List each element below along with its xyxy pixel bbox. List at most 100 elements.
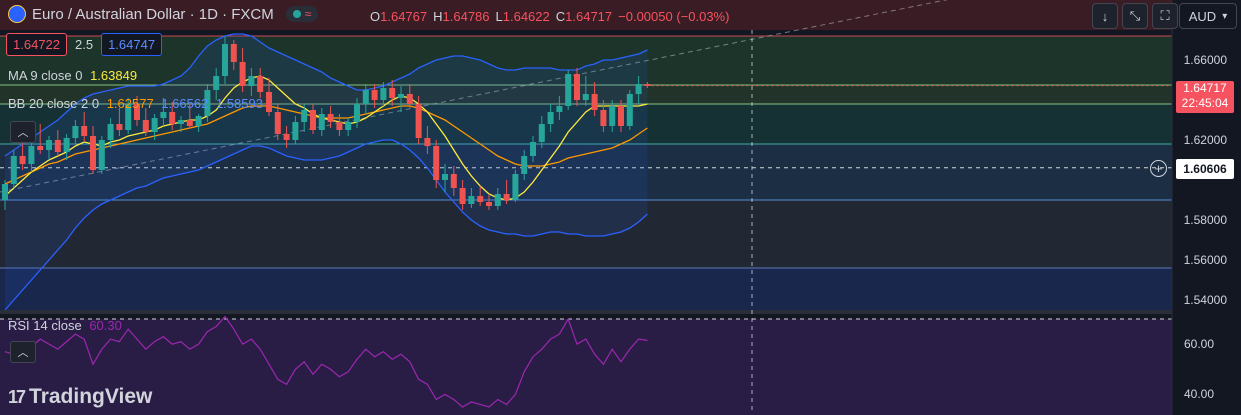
- candle-body: [565, 74, 572, 106]
- ohlc-key: H: [433, 9, 443, 24]
- candle-body: [635, 84, 642, 94]
- candle-body: [494, 194, 501, 206]
- ohlc-value: 1.64717: [565, 9, 613, 24]
- candle-body: [204, 90, 211, 116]
- candle-body: [134, 104, 140, 120]
- market-status-badge[interactable]: ≈: [285, 6, 319, 22]
- symbol-title[interactable]: Euro / Australian Dollar · 1D · FXCM: [32, 5, 274, 23]
- candle-body: [160, 112, 167, 118]
- candle-body: [222, 44, 228, 76]
- candle-body: [415, 104, 422, 138]
- candle-body: [336, 122, 343, 130]
- header-band: [0, 0, 1172, 30]
- candle-body: [248, 76, 255, 86]
- price-tick-label: 1.66000: [1183, 53, 1227, 67]
- candle-body: [301, 110, 308, 122]
- ohlc-key: O: [370, 9, 381, 24]
- chevron-down-icon: ▾: [1222, 10, 1228, 22]
- candle-body: [283, 134, 290, 140]
- bb-legend[interactable]: BB 20 close 2 0 1.62577 1.66562 1.58593: [8, 96, 263, 111]
- down-arrow-icon[interactable]: ↓: [1092, 3, 1118, 29]
- candle-body: [195, 116, 202, 126]
- add-plus-icon[interactable]: +: [1150, 160, 1167, 177]
- candle-body: [310, 110, 316, 130]
- candle-body: [107, 124, 114, 140]
- candle-body: [600, 110, 607, 126]
- price-tick-label: 1.62000: [1183, 133, 1227, 147]
- candle-body: [81, 126, 88, 136]
- candle-body: [125, 104, 132, 130]
- ma-legend[interactable]: MA 9 close 0 1.63849: [8, 68, 137, 83]
- candle-body: [556, 106, 563, 112]
- candle-body: [230, 44, 237, 62]
- candle-body: [406, 94, 413, 104]
- currency-selector[interactable]: AUD ▾: [1179, 3, 1237, 29]
- candle-body: [28, 146, 35, 164]
- wave-icon: ≈: [304, 7, 312, 21]
- candle-body: [354, 104, 360, 122]
- candle-body: [116, 124, 123, 130]
- bb-upper-line: [4, 33, 648, 157]
- candle-body: [459, 188, 466, 204]
- candle-body: [450, 174, 457, 188]
- zone-band: [0, 268, 1172, 310]
- candle-body: [477, 196, 484, 202]
- candle-body: [538, 124, 545, 142]
- candle-body: [63, 138, 70, 152]
- rsi-line: [4, 315, 648, 408]
- collapse-icon[interactable]: ⤡: [1122, 3, 1148, 29]
- rsi-legend[interactable]: RSI 14 close 60.30: [8, 318, 122, 333]
- zone-band: [0, 104, 1172, 144]
- candle-body: [10, 156, 17, 184]
- candle-body: [433, 146, 440, 180]
- bb-legend-label: BB 20 close 2 0: [8, 96, 100, 111]
- ma-legend-value: 1.63849: [90, 68, 138, 83]
- bb-legend-lower: 1.58593: [215, 96, 263, 111]
- candle-body: [503, 194, 510, 200]
- ohlc-value: 1.64786: [442, 9, 490, 24]
- buy-button[interactable]: 1.64747: [101, 33, 163, 56]
- current-price-label: 1.64717 22:45:04: [1176, 81, 1234, 113]
- candle-body: [521, 156, 528, 174]
- fullscreen-icon[interactable]: ⛶: [1152, 3, 1178, 29]
- sell-button[interactable]: 1.64722: [6, 33, 67, 56]
- symbol-header[interactable]: Euro / Australian Dollar · 1D · FXCM ≈: [8, 5, 319, 23]
- collapse-rsi-legend-button[interactable]: ︿: [10, 341, 36, 363]
- ma-line: [4, 75, 648, 201]
- candle-body: [178, 120, 184, 124]
- candle-body: [468, 196, 475, 204]
- rsi-legend-value: 60.30: [89, 318, 122, 333]
- candle-body: [424, 138, 431, 146]
- candle-body: [582, 94, 589, 100]
- currency-flag-icon: [8, 5, 26, 23]
- bar-countdown: 22:45:04: [1181, 96, 1229, 110]
- chart-toolbar: ↓ ⤡ ⛶: [1092, 3, 1178, 29]
- ohlc-key: L: [495, 9, 503, 24]
- candle-body: [19, 156, 26, 164]
- ohlc-value: 1.64622: [502, 9, 550, 24]
- candle-body: [530, 142, 536, 156]
- chevron-up-icon: ︿: [17, 127, 29, 139]
- candle-body: [591, 94, 598, 110]
- ohlc-value: 1.64767: [380, 9, 428, 24]
- candle-body: [442, 174, 448, 180]
- candle-body: [186, 120, 193, 126]
- ma-legend-label: MA 9 close 0: [8, 68, 83, 83]
- candle-body: [2, 184, 8, 200]
- market-open-dot-icon: [292, 10, 301, 18]
- candle-body: [389, 88, 396, 98]
- bb-basis-line: [4, 105, 648, 185]
- chevron-up-icon: ︿: [17, 347, 29, 359]
- candle-body: [362, 90, 369, 104]
- rsi-legend-label: RSI 14 close: [8, 318, 82, 333]
- tradingview-logo[interactable]: 17 TradingView: [8, 385, 152, 409]
- candle-body: [98, 140, 105, 170]
- candle-body: [90, 136, 96, 170]
- candle-body: [318, 114, 325, 130]
- candle-body: [327, 114, 334, 122]
- candle-body: [512, 174, 519, 200]
- collapse-legend-button[interactable]: ︿: [10, 121, 36, 143]
- candle-body: [292, 122, 299, 140]
- crosshair-price-label: 1.60606: [1176, 159, 1234, 179]
